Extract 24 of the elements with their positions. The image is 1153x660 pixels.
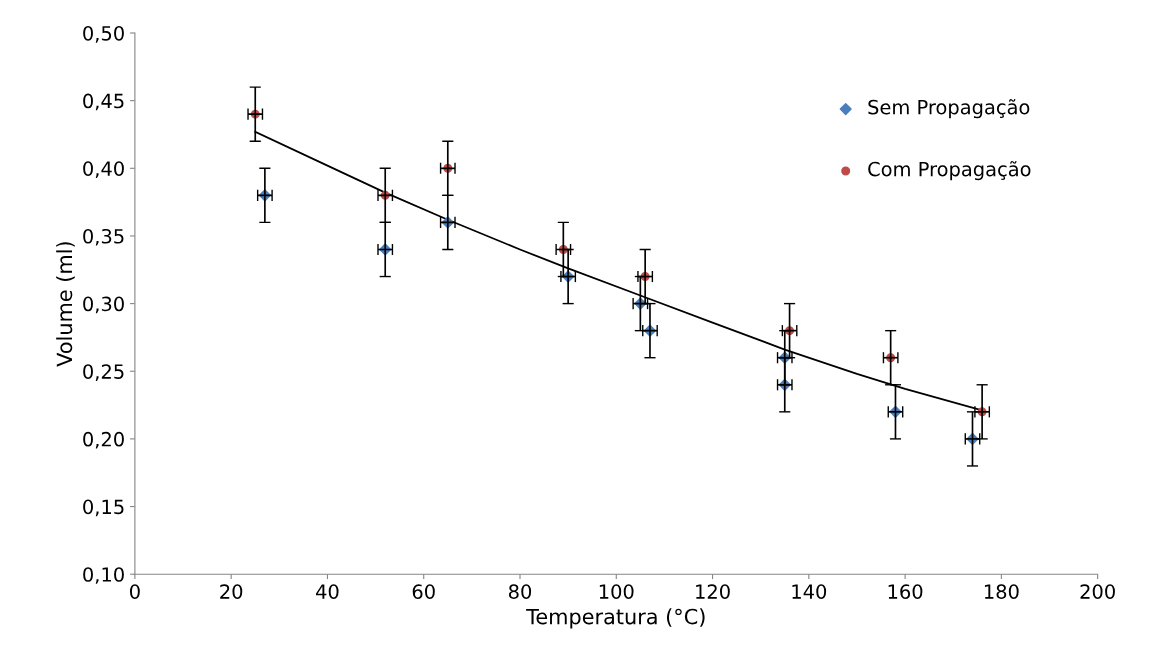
x-tick-label: 200	[1080, 584, 1115, 599]
legend-label: Com Propagação	[868, 161, 1031, 181]
y-tick-label: 0,15	[83, 499, 124, 517]
y-tick-label: 0,10	[83, 567, 124, 584]
x-tick-label: 180	[984, 584, 1019, 599]
y-tick-label: 0,25	[83, 364, 124, 381]
x-tick-label: 0	[130, 584, 140, 599]
legend-label: Sem Propagação	[868, 99, 1030, 119]
y-tick-label: 0,35	[83, 228, 124, 246]
y-tick-label: 0,45	[83, 93, 124, 111]
y-tick-label: 0,50	[83, 25, 124, 43]
y-tick-label: 0,30	[83, 296, 124, 314]
x-axis-title: Temperatura (°C)	[526, 608, 705, 629]
x-tick-label: 20	[220, 584, 243, 599]
y-axis-title: Volume (ml)	[56, 242, 75, 367]
x-tick-label: 140	[792, 584, 827, 599]
x-tick-label: 40	[316, 584, 339, 599]
y-tick-label: 0,40	[83, 161, 124, 178]
y-tick-label: 0,20	[83, 431, 124, 449]
x-tick-label: 160	[888, 584, 923, 599]
x-tick-label: 100	[599, 584, 634, 599]
x-tick-label: 60	[412, 584, 435, 599]
x-tick-label: 80	[508, 584, 532, 599]
x-tick-label: 120	[696, 584, 730, 599]
